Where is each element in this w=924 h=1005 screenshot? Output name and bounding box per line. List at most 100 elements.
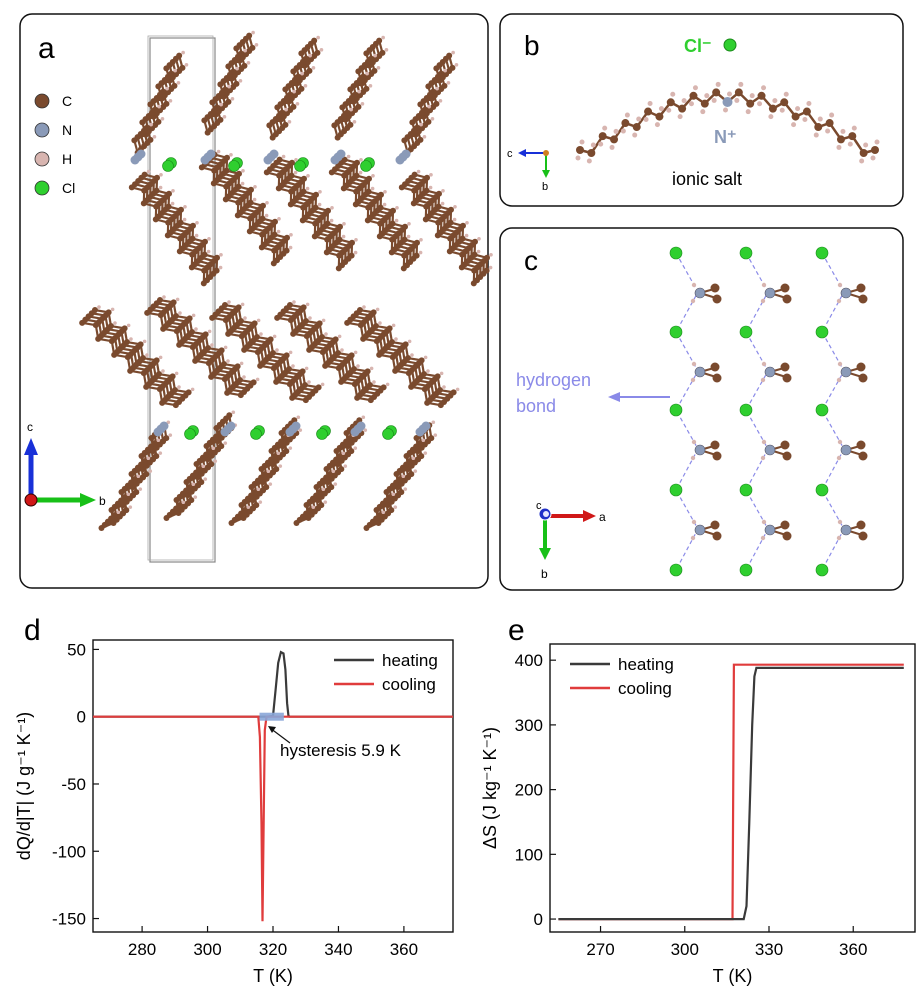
y-tick-label-e: 0	[534, 910, 543, 929]
carbon-atom	[282, 121, 289, 128]
carbon-atom	[621, 119, 630, 128]
hydrogen-atom	[331, 469, 336, 474]
panel-a: a CNH Cl c b	[19, 13, 493, 589]
carbon-atom	[858, 294, 868, 304]
nitrogen-atom	[840, 444, 852, 456]
carbon-atom	[576, 146, 584, 154]
carbon-atom	[302, 318, 309, 325]
hydrogen-atom	[761, 282, 767, 288]
carbon-atom	[111, 512, 118, 519]
hydrogen-atom	[177, 385, 181, 389]
hydrogen-atom	[428, 185, 433, 190]
carbon-atom	[172, 313, 179, 320]
carbon-atom	[247, 199, 254, 206]
carbon-atom	[370, 309, 377, 316]
carbon-atom	[272, 218, 278, 225]
carbon-atom	[214, 104, 221, 111]
carbon-atom	[363, 85, 370, 92]
nitrogen-atom	[136, 149, 146, 159]
carbon-atom	[236, 170, 242, 177]
chloride-ion	[669, 325, 683, 339]
carbon-atom	[153, 187, 160, 194]
hydrogen-atom	[276, 451, 281, 456]
carbon-atom	[858, 531, 868, 541]
carbon-atom	[336, 453, 343, 460]
axis-a-c-label: c	[27, 420, 33, 434]
legend-label-C: C	[62, 93, 72, 109]
hydrogen-atom	[738, 81, 744, 87]
hydrogen-atom	[243, 316, 247, 320]
hydrogen-atom	[378, 321, 382, 325]
carbon-atom	[226, 412, 233, 419]
hydrogen-atom	[254, 43, 259, 47]
hydrogen-atom	[438, 99, 443, 103]
hydrogen-atom	[240, 181, 245, 186]
hydrogen-atom	[246, 61, 251, 65]
panel-e-label: e	[508, 614, 525, 647]
carbon-atom	[123, 507, 130, 514]
hydrogen-atom	[407, 222, 411, 226]
carbon-atom	[131, 476, 138, 483]
chloride-ion	[815, 483, 829, 497]
ionic-salt-caption: ionic salt	[672, 169, 742, 189]
hydrogen-atom	[222, 115, 227, 119]
carbon-atom	[414, 124, 421, 131]
carbon-atom	[176, 52, 183, 59]
panel-a-label: a	[38, 32, 55, 65]
carbon-atom	[689, 91, 698, 100]
carbon-atom	[188, 497, 195, 504]
carbon-atom	[408, 471, 415, 478]
carbon-atom	[398, 489, 405, 496]
carbon-atom	[587, 149, 596, 158]
carbon-atom	[825, 119, 834, 128]
hydrogen-atom	[489, 253, 493, 257]
hydrogen-atom	[690, 535, 696, 541]
hydrogen-atom	[700, 109, 706, 115]
hydrogen-atom	[418, 250, 423, 255]
chloride-ion	[739, 325, 753, 339]
carbon-atom	[300, 188, 307, 195]
carbon-atom	[241, 62, 248, 69]
hydrogen-atom	[184, 63, 189, 67]
hydrogen-atom	[304, 366, 309, 371]
hydrogen-atom	[239, 361, 244, 366]
carbon-atom	[276, 156, 283, 163]
hydrogen-atom	[173, 68, 177, 73]
carbon-atom	[246, 32, 253, 39]
carbon-atom	[364, 368, 371, 375]
carbon-atom	[700, 99, 709, 108]
hydrogen-atom	[175, 297, 180, 302]
hydrogen-atom	[318, 190, 322, 194]
hydrogen-atom	[288, 245, 293, 250]
hydrogen-atom	[760, 535, 766, 541]
axis-c-b-label: b	[541, 567, 548, 581]
carbon-atom	[372, 323, 379, 330]
carbon-atom	[233, 80, 240, 87]
hydrogen-atom	[477, 237, 481, 241]
carbon-atom	[446, 52, 453, 59]
legend-label-cooling-e: cooling	[618, 679, 672, 698]
x-tick-label-d: 360	[390, 940, 418, 959]
carbon-atom	[396, 476, 403, 483]
hydrogen-atom	[176, 81, 181, 85]
carbon-atom	[249, 44, 256, 51]
carbon-atom	[279, 109, 286, 116]
carbon-atom	[858, 451, 868, 461]
hydrogen-atom	[423, 451, 428, 455]
carbon-atom	[471, 251, 478, 258]
carbon-atom	[206, 448, 213, 455]
carbon-atom	[303, 55, 310, 62]
carbon-atom	[168, 70, 175, 77]
hydrogen-atom	[201, 464, 206, 469]
hydrogen-atom	[241, 169, 245, 173]
hydrogen-atom	[161, 369, 165, 373]
hydrogen-atom	[691, 282, 697, 288]
carbon-atom	[218, 347, 225, 354]
hydrogen-atom	[242, 375, 246, 379]
nitrogen-atom	[159, 421, 169, 431]
hydrogen-atom	[590, 142, 596, 148]
hydrogen-atom	[357, 89, 361, 94]
hydrogen-atom	[410, 353, 414, 357]
hydrogen-atom	[264, 213, 269, 218]
carbon-atom	[325, 207, 331, 214]
